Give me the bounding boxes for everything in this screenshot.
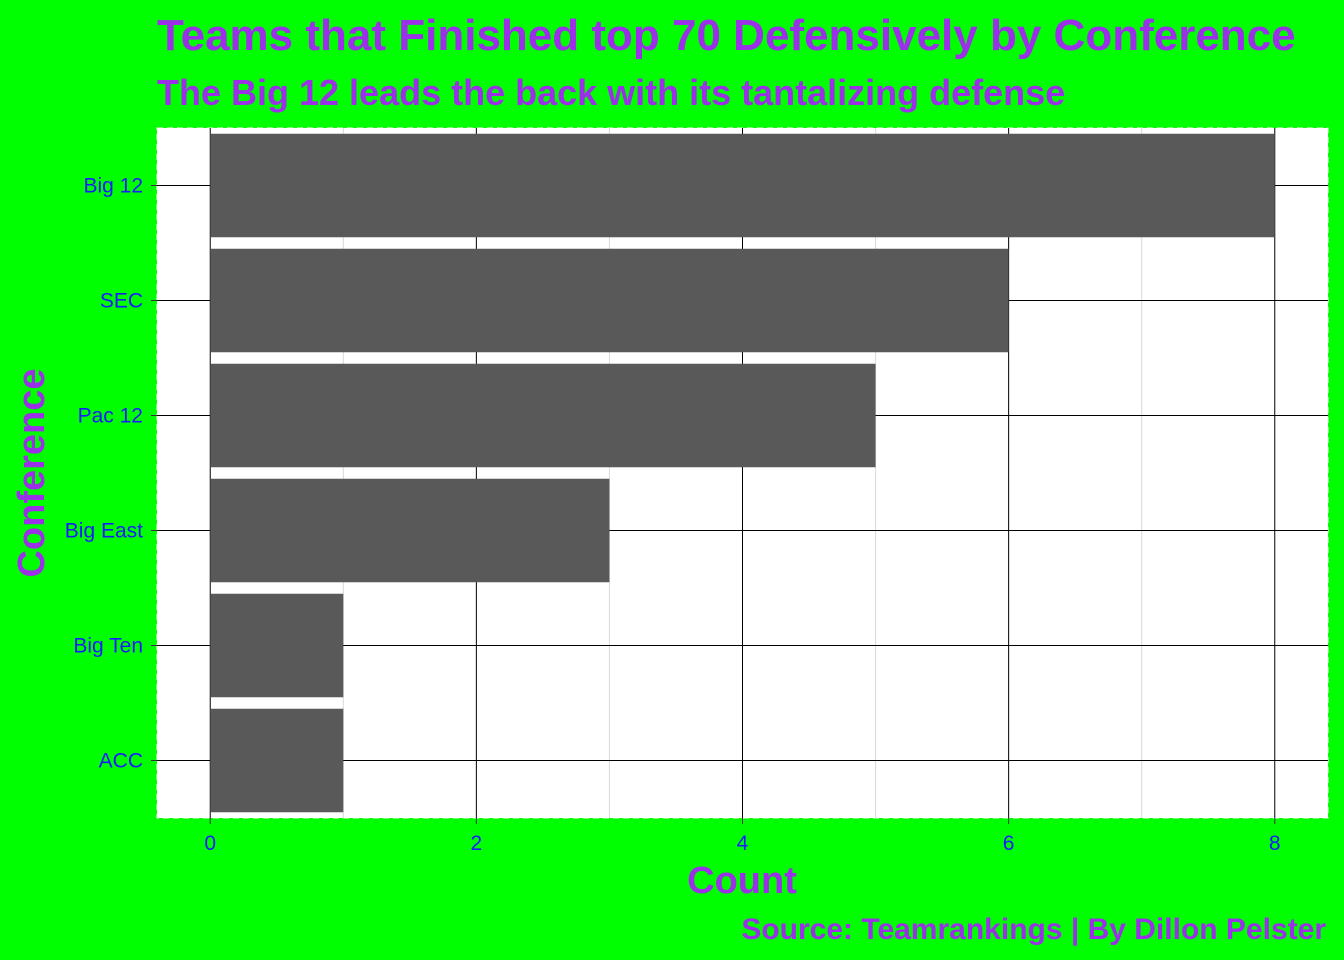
- bars: [210, 133, 1275, 813]
- y-tick-label: SEC: [100, 290, 143, 313]
- x-tick-label: 8: [1269, 832, 1281, 855]
- y-tick-label: Big 12: [83, 175, 143, 198]
- y-tick-label: ACC: [99, 750, 143, 773]
- x-tick-label: 2: [471, 832, 483, 855]
- x-tick-label: 0: [204, 832, 216, 855]
- chart-caption: Source: Teamrankings | By Dillon Pelster: [741, 913, 1326, 946]
- bar: [210, 363, 876, 468]
- y-tick-label: Big East: [65, 520, 143, 543]
- x-tick-label: 4: [737, 832, 749, 855]
- bar: [210, 708, 344, 813]
- chart-title: Teams that Finished top 70 Defensively b…: [157, 11, 1296, 60]
- chart-subtitle: The Big 12 leads the back with its tanta…: [157, 72, 1065, 113]
- x-axis-ticks: 0 2 4 6 8: [204, 818, 1281, 855]
- bar: [210, 478, 610, 583]
- y-tick-label: Pac 12: [78, 405, 143, 428]
- bar: [210, 133, 1275, 238]
- x-tick-label: 6: [1003, 832, 1015, 855]
- y-tick-label: Big Ten: [73, 635, 143, 658]
- x-axis-title: Count: [687, 860, 797, 902]
- bar: [210, 248, 1009, 353]
- y-axis-ticks: Big 12 SEC Pac 12 Big East Big Ten ACC: [65, 175, 157, 773]
- bar: [210, 593, 344, 698]
- y-axis-title: Conference: [11, 368, 53, 577]
